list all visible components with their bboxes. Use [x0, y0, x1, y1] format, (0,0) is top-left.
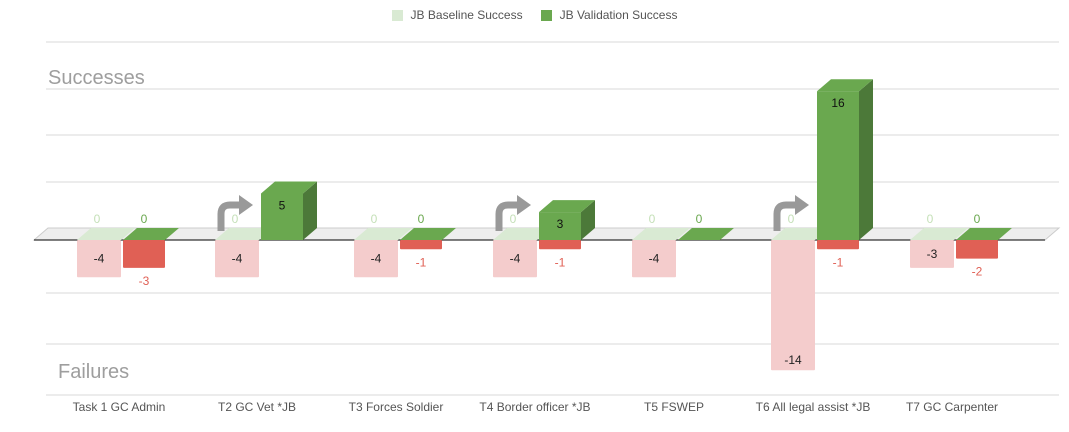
- baseline-success-bar-t3-forces-soldier: [354, 228, 412, 240]
- category-label-t7-gc-carpenter: T7 GC Carpenter: [906, 400, 998, 414]
- label-baseline-failure-task-1-gc-admin: -4: [94, 252, 105, 266]
- label-baseline-success-t7-gc-carpenter: 0: [927, 212, 934, 226]
- category-label-task-1-gc-admin: Task 1 GC Admin: [73, 400, 166, 414]
- legend-label-baseline-success: JB Baseline Success: [410, 8, 523, 22]
- label-validation-success-t5-fswep: 0: [696, 212, 703, 226]
- label-baseline-success-task-1-gc-admin: 0: [94, 212, 101, 226]
- label-baseline-failure-t6-all-legal-assist-jb: -14: [784, 353, 802, 367]
- label-baseline-success-t6-all-legal-assist-jb: 0: [788, 212, 795, 226]
- label-baseline-success-t2-gc-vet-jb: 0: [232, 212, 239, 226]
- zone-label-successes: Successes: [48, 67, 145, 89]
- baseline-failure-bar-t6-all-legal-assist-jb: [771, 240, 815, 371]
- category-label-t6-all-legal-assist-jb: T6 All legal assist *JB: [756, 400, 871, 414]
- label-baseline-failure-t7-gc-carpenter: -3: [927, 247, 938, 261]
- validation-success-bar-t6-all-legal-assist-jb: [817, 79, 873, 240]
- legend-item-validation-success: JB Validation Success: [540, 8, 678, 22]
- baseline-success-bar-task-1-gc-admin: [77, 228, 135, 240]
- label-baseline-failure-t3-forces-soldier: -4: [371, 252, 382, 266]
- baseline-failure-bar-t2-gc-vet-jb: [215, 240, 259, 278]
- chart-legend: JB Baseline Success JB Validation Succes…: [0, 8, 1069, 22]
- legend-item-baseline-success: JB Baseline Success: [391, 8, 523, 22]
- improvement-arrow-t4-border-officer-jb: [495, 201, 519, 231]
- baseline-success-bar-t2-gc-vet-jb: [215, 228, 273, 240]
- baseline-failure-bar-t5-fswep: [632, 240, 676, 278]
- category-label-t3-forces-soldier: T3 Forces Soldier: [349, 400, 444, 414]
- improvement-arrow-t6-all-legal-assist-jb: [773, 201, 797, 231]
- label-validation-failure-t6-all-legal-assist-jb: -1: [833, 255, 844, 269]
- baseline-success-bar-t5-fswep: [632, 228, 690, 240]
- validation-failure-bar-task-1-gc-admin: [123, 240, 165, 268]
- legend-label-validation-success: JB Validation Success: [559, 8, 678, 22]
- legend-swatch-validation-success: [540, 9, 552, 21]
- baseline-failure-bar-t4-border-officer-jb: [493, 240, 537, 278]
- validation-success-bar-t3-forces-soldier: [400, 228, 456, 240]
- improvement-arrow-head-t4-border-officer-jb: [517, 195, 531, 215]
- validation-success-bar-t7-gc-carpenter: [956, 228, 1012, 240]
- validation-failure-bar-t3-forces-soldier: [400, 240, 442, 250]
- label-validation-success-task-1-gc-admin: 0: [141, 212, 148, 226]
- label-validation-success-t3-forces-soldier: 0: [418, 212, 425, 226]
- baseline-success-bar-t6-all-legal-assist-jb: [771, 228, 829, 240]
- category-label-t4-border-officer-jb: T4 Border officer *JB: [479, 400, 590, 414]
- validation-success-bar-t2-gc-vet-jb: [261, 181, 317, 240]
- label-baseline-success-t5-fswep: 0: [649, 212, 656, 226]
- baseline-failure-bar-task-1-gc-admin: [77, 240, 121, 278]
- label-validation-failure-task-1-gc-admin: -3: [139, 274, 150, 288]
- improvement-arrow-head-t2-gc-vet-jb: [239, 195, 253, 215]
- category-label-t2-gc-vet-jb: T2 GC Vet *JB: [218, 400, 296, 414]
- baseline-failure-bar-t3-forces-soldier: [354, 240, 398, 278]
- baseline-success-bar-t7-gc-carpenter: [910, 228, 968, 240]
- validation-success-bar-t4-border-officer-jb: [539, 200, 595, 240]
- label-baseline-failure-t2-gc-vet-jb: -4: [232, 252, 243, 266]
- label-validation-failure-t3-forces-soldier: -1: [416, 255, 427, 269]
- label-validation-failure-t7-gc-carpenter: -2: [972, 265, 983, 279]
- label-baseline-success-t3-forces-soldier: 0: [371, 212, 378, 226]
- label-validation-success-t6-all-legal-assist-jb: 16: [831, 96, 845, 110]
- label-validation-success-t4-border-officer-jb: 3: [557, 217, 564, 231]
- validation-success-bar-task-1-gc-admin: [123, 228, 179, 240]
- improvement-arrow-t2-gc-vet-jb: [217, 201, 241, 231]
- baseline-success-bar-t4-border-officer-jb: [493, 228, 551, 240]
- validation-success-bar-t5-fswep: [678, 228, 734, 240]
- label-baseline-failure-t5-fswep: -4: [649, 252, 660, 266]
- validation-failure-bar-t7-gc-carpenter: [956, 240, 998, 259]
- legend-swatch-baseline-success: [391, 9, 403, 21]
- validation-failure-bar-t4-border-officer-jb: [539, 240, 581, 250]
- label-baseline-failure-t4-border-officer-jb: -4: [510, 252, 521, 266]
- improvement-arrow-head-t6-all-legal-assist-jb: [795, 195, 809, 215]
- label-validation-success-t7-gc-carpenter: 0: [974, 212, 981, 226]
- label-validation-failure-t4-border-officer-jb: -1: [555, 255, 566, 269]
- label-validation-success-t2-gc-vet-jb: 5: [279, 199, 286, 213]
- category-label-t5-fswep: T5 FSWEP: [644, 400, 704, 414]
- validation-failure-bar-t6-all-legal-assist-jb: [817, 240, 859, 250]
- label-baseline-success-t4-border-officer-jb: 0: [510, 212, 517, 226]
- baseline-failure-bar-t7-gc-carpenter: [910, 240, 954, 268]
- zone-label-failures: Failures: [58, 361, 129, 383]
